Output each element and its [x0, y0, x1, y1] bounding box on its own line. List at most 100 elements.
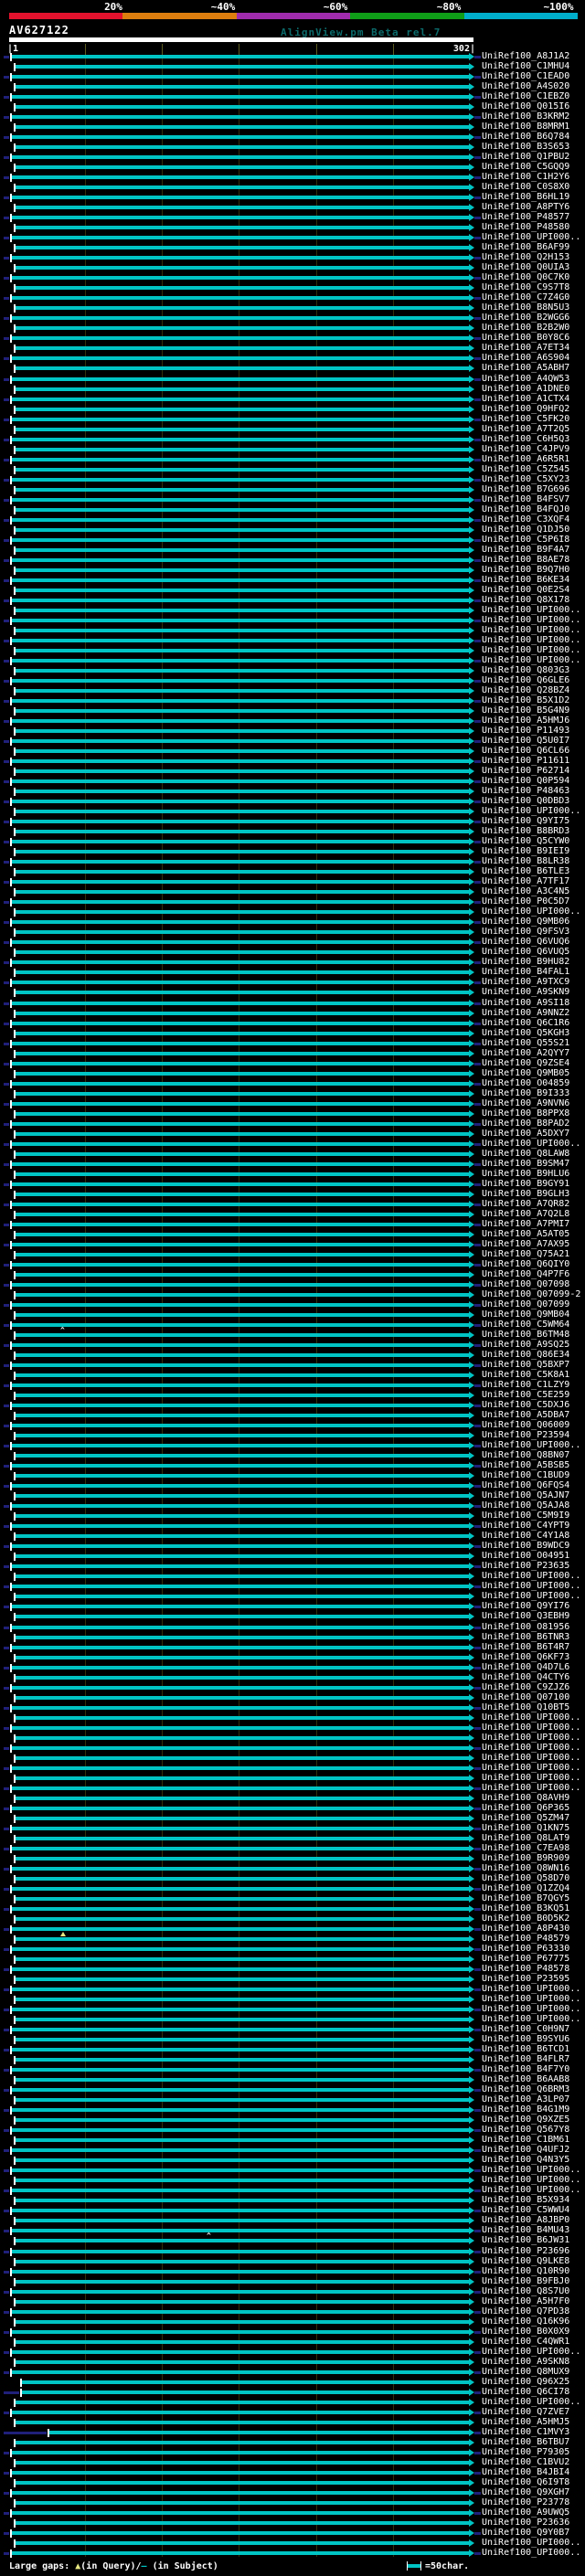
hit-label[interactable]: UniRef100_C1EBZ0 — [482, 91, 570, 101]
hit-label[interactable]: UniRef100_B5X934 — [482, 2195, 570, 2205]
hit-label[interactable]: UniRef100_C3XQF4 — [482, 514, 570, 525]
hit-label[interactable]: UniRef100_B6JW31 — [482, 2235, 570, 2245]
hit-label[interactable]: UniRef100_B0D5K2 — [482, 1913, 570, 1924]
hit-label[interactable]: UniRef100_Q9YI76 — [482, 1601, 570, 1611]
hit-label[interactable]: UniRef100_Q9XZE5 — [482, 2115, 570, 2125]
hit-label[interactable]: UniRef100_UPI000.. — [482, 655, 581, 665]
hit-label[interactable]: UniRef100_C5GQQ9 — [482, 162, 570, 172]
hit-label[interactable]: UniRef100_Q0E2S4 — [482, 585, 570, 595]
hit-label[interactable]: UniRef100_B4F7Y0 — [482, 2064, 570, 2074]
hit-label[interactable]: UniRef100_C5DXJ6 — [482, 1400, 570, 1410]
hit-label[interactable]: UniRef100_Q0C7K0 — [482, 272, 570, 282]
hit-label[interactable]: UniRef100_A9SKN9 — [482, 987, 570, 997]
hit-label[interactable]: UniRef100_P63330 — [482, 1944, 570, 1954]
hit-label[interactable]: UniRef100_Q5AJN7 — [482, 1490, 570, 1500]
hit-label[interactable]: UniRef100_O04859 — [482, 1078, 570, 1088]
hit-label[interactable]: UniRef100_C4Y1A8 — [482, 1531, 570, 1541]
hit-label[interactable]: UniRef100_B9FBJ0 — [482, 2276, 570, 2286]
hit-label[interactable]: UniRef100_A8PTY6 — [482, 202, 570, 212]
hit-label[interactable]: UniRef100_Q16K96 — [482, 2316, 570, 2327]
hit-label[interactable]: UniRef100_C1MVY3 — [482, 2427, 570, 2437]
hit-label[interactable]: UniRef100_UPI000.. — [482, 1723, 581, 1733]
hit-label[interactable]: UniRef100_C0S8X0 — [482, 182, 570, 192]
hit-label[interactable]: UniRef100_UPI000.. — [482, 1581, 581, 1591]
hit-label[interactable]: UniRef100_C5WM64 — [482, 1320, 570, 1330]
hit-label[interactable]: UniRef100_Q10BT5 — [482, 1702, 570, 1712]
hit-label[interactable]: UniRef100_B9Q7H0 — [482, 565, 570, 575]
hit-label[interactable]: UniRef100_C7Z4G0 — [482, 292, 570, 302]
hit-label[interactable]: UniRef100_B6AF99 — [482, 242, 570, 252]
hit-label[interactable]: UniRef100_UPI000.. — [482, 2004, 581, 2014]
hit-label[interactable]: UniRef100_A4S020 — [482, 81, 570, 91]
hit-label[interactable]: UniRef100_B6TBU7 — [482, 2437, 570, 2447]
hit-label[interactable]: UniRef100_UPI000.. — [482, 1743, 581, 1753]
hit-label[interactable]: UniRef100_A7TF17 — [482, 876, 570, 886]
hit-label[interactable]: UniRef100_B3KQ51 — [482, 1903, 570, 1913]
hit-label[interactable]: UniRef100_B4FAL1 — [482, 967, 570, 977]
hit-label[interactable]: UniRef100_P0C5D7 — [482, 896, 570, 906]
hit-label[interactable]: UniRef100_Q9XGH7 — [482, 2487, 570, 2497]
hit-label[interactable]: UniRef100_Q6GLE6 — [482, 675, 570, 685]
hit-label[interactable]: UniRef100_A7PMI7 — [482, 1219, 570, 1229]
hit-label[interactable]: UniRef100_Q6FQS4 — [482, 1480, 570, 1490]
hit-label[interactable]: UniRef100_Q7ZVE7 — [482, 2407, 570, 2417]
hit-label[interactable]: UniRef100_P48578 — [482, 1964, 570, 1974]
hit-label[interactable]: UniRef100_UPI000.. — [482, 906, 581, 917]
hit-label[interactable]: UniRef100_A1DNE0 — [482, 384, 570, 394]
hit-label[interactable]: UniRef100_B6TCD1 — [482, 2044, 570, 2054]
hit-label[interactable]: UniRef100_Q07098 — [482, 1279, 570, 1289]
hit-label[interactable]: UniRef100_B4FQJ0 — [482, 504, 570, 514]
hit-label[interactable]: UniRef100_P11493 — [482, 726, 570, 736]
hit-label[interactable]: UniRef100_Q07100 — [482, 1692, 570, 1702]
hit-label[interactable]: UniRef100_UPI000.. — [482, 2175, 581, 2185]
hit-label[interactable]: UniRef100_Q07099-2 — [482, 1289, 581, 1299]
hit-label[interactable]: UniRef100_B9R909 — [482, 1853, 570, 1863]
hit-label[interactable]: UniRef100_C9ZJZ6 — [482, 1682, 570, 1692]
hit-label[interactable]: UniRef100_Q5AJA8 — [482, 1500, 570, 1511]
hit-label[interactable]: UniRef100_B4MU43 — [482, 2225, 570, 2235]
hit-label[interactable]: UniRef100_A8JBP0 — [482, 2215, 570, 2225]
hit-label[interactable]: UniRef100_P48580 — [482, 222, 570, 232]
hit-label[interactable]: UniRef100_Q6P365 — [482, 1803, 570, 1813]
hit-label[interactable]: UniRef100_Q4P7F6 — [482, 1269, 570, 1279]
hit-label[interactable]: UniRef100_Q6C1R6 — [482, 1018, 570, 1028]
hit-label[interactable]: UniRef100_Q6QIY0 — [482, 1259, 570, 1269]
hit-label[interactable]: UniRef100_B2B2W0 — [482, 323, 570, 333]
hit-label[interactable]: UniRef100_P62714 — [482, 766, 570, 776]
hit-label[interactable]: UniRef100_UPI000.. — [482, 232, 581, 242]
hit-label[interactable]: UniRef100_Q6VUQ6 — [482, 937, 570, 947]
hit-label[interactable]: UniRef100_Q5ZM47 — [482, 1813, 570, 1823]
hit-label[interactable]: UniRef100_B6KE34 — [482, 575, 570, 585]
hit-label[interactable]: UniRef100_Q10R90 — [482, 2266, 570, 2276]
hit-label[interactable]: UniRef100_A7AX95 — [482, 1239, 570, 1249]
hit-label[interactable]: UniRef100_A9SQ25 — [482, 1340, 570, 1350]
hit-label[interactable]: UniRef100_A4QW53 — [482, 374, 570, 384]
hit-label[interactable]: UniRef100_B0Y8C6 — [482, 333, 570, 343]
hit-label[interactable]: UniRef100_UPI000.. — [482, 1733, 581, 1743]
hit-label[interactable]: UniRef100_UPI000.. — [482, 2165, 581, 2175]
hit-label[interactable]: UniRef100_A6R5R1 — [482, 454, 570, 464]
hit-label[interactable]: UniRef100_Q8WN16 — [482, 1863, 570, 1873]
hit-label[interactable]: UniRef100_Q28BZ4 — [482, 685, 570, 695]
hit-label[interactable]: UniRef100_B5X1D2 — [482, 695, 570, 705]
hit-label[interactable]: UniRef100_B9F4A7 — [482, 545, 570, 555]
hit-label[interactable]: UniRef100_C9S7T8 — [482, 282, 570, 292]
hit-label[interactable]: UniRef100_C5Z545 — [482, 464, 570, 474]
hit-label[interactable]: UniRef100_Q8S7U0 — [482, 2286, 570, 2296]
hit-label[interactable]: UniRef100_UPI000.. — [482, 605, 581, 615]
hit-label[interactable]: UniRef100_Q0DBD3 — [482, 796, 570, 806]
hit-label[interactable]: UniRef100_C6H5Q3 — [482, 434, 570, 444]
hit-label[interactable]: UniRef100_A5BSB5 — [482, 1460, 570, 1470]
hit-label[interactable]: UniRef100_Q07099 — [482, 1299, 570, 1309]
hit-label[interactable]: UniRef100_B4FSV7 — [482, 494, 570, 504]
hit-label[interactable]: UniRef100_Q55S21 — [482, 1038, 570, 1048]
hit-label[interactable]: UniRef100_B8MRM1 — [482, 122, 570, 132]
hit-label[interactable]: UniRef100_A5AT05 — [482, 1229, 570, 1239]
hit-label[interactable]: UniRef100_A1CTX4 — [482, 394, 570, 404]
hit-label[interactable]: UniRef100_B6T4R7 — [482, 1642, 570, 1652]
hit-label[interactable]: UniRef100_UPI000.. — [482, 1571, 581, 1581]
hit-label[interactable]: UniRef100_B6Q784 — [482, 132, 570, 142]
hit-label[interactable]: UniRef100_UPI000.. — [482, 2185, 581, 2195]
hit-label[interactable]: UniRef100_A2QYY7 — [482, 1048, 570, 1058]
hit-label[interactable]: UniRef100_B9WDC9 — [482, 1541, 570, 1551]
